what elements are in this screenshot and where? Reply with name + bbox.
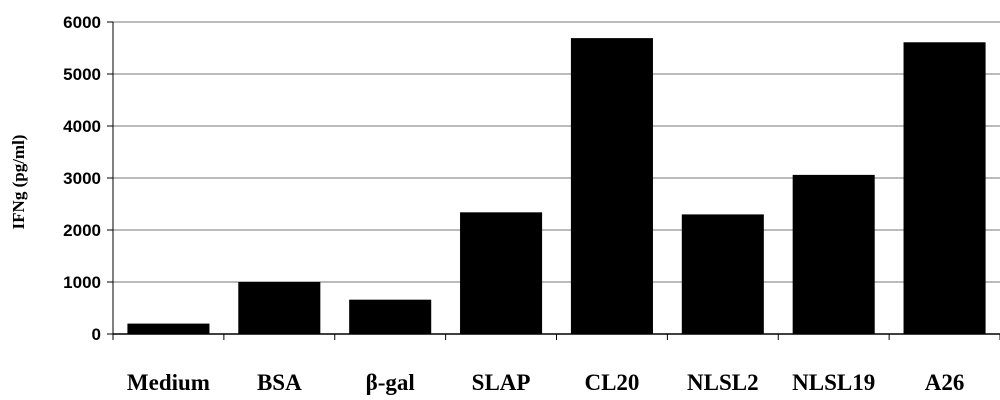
x-category-label: CL20 [584, 370, 639, 395]
bars [127, 38, 986, 335]
bar [792, 174, 875, 334]
x-category-label: BSA [257, 370, 302, 395]
y-tick-label: 3000 [63, 169, 101, 188]
bar [238, 282, 321, 334]
x-category-label: SLAP [472, 370, 531, 395]
y-tick-label: 5000 [63, 65, 101, 84]
y-tick-label: 6000 [63, 13, 101, 32]
y-tick-label: 4000 [63, 117, 101, 136]
y-tick-label: 1000 [63, 273, 101, 292]
x-category-label: NLSL19 [792, 370, 875, 395]
y-tick-label: 0 [92, 325, 101, 344]
y-tick-label: 2000 [63, 221, 101, 240]
y-tick-labels: 0 1000 2000 3000 4000 5000 6000 [63, 13, 101, 344]
bar [903, 42, 986, 334]
x-category-labels: Medium BSA β-gal SLAP CL20 NLSL2 NLSL19 A26 [127, 370, 964, 395]
bar [681, 214, 764, 334]
bar [127, 323, 210, 334]
bar [570, 38, 653, 335]
axes [107, 21, 1000, 340]
y-axis-title: IFNg (pg/ml) [9, 135, 28, 230]
x-category-label: β-gal [366, 370, 415, 395]
bar [460, 212, 543, 334]
x-category-label: Medium [127, 370, 210, 395]
x-category-label: A26 [925, 370, 965, 395]
x-category-label: NLSL2 [687, 370, 759, 395]
bar [349, 299, 432, 334]
